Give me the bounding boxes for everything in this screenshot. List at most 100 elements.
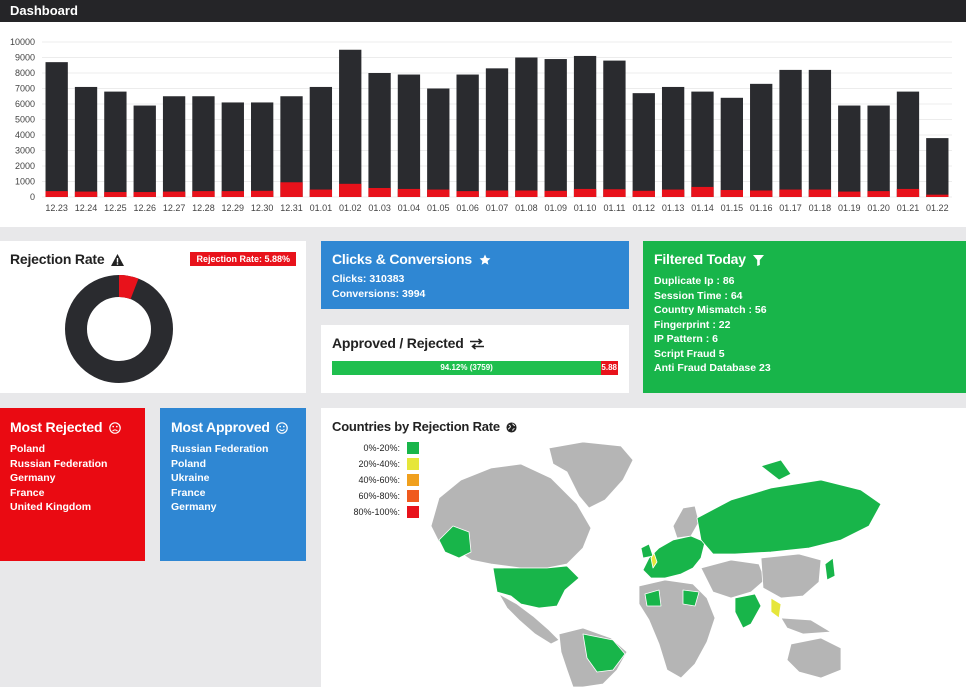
filter-session-time: Session Time : 64 bbox=[654, 289, 743, 302]
bar-total bbox=[309, 86, 333, 197]
bar-rejected bbox=[720, 190, 743, 197]
x-tick-label: 01.11 bbox=[603, 203, 625, 213]
y-tick-label: 2000 bbox=[15, 161, 35, 171]
most-rejected-title: Most Rejected bbox=[10, 419, 103, 435]
approved-rejected-progress: 94.12% (3759) 5.88 bbox=[332, 361, 618, 375]
x-tick-label: 01.06 bbox=[456, 203, 479, 213]
map-indonesia bbox=[780, 617, 832, 635]
bar-rejected bbox=[515, 190, 538, 197]
bar-rejected bbox=[661, 189, 685, 197]
y-tick-label: 7000 bbox=[15, 84, 35, 94]
x-tick-label: 01.14 bbox=[691, 203, 714, 213]
bar-total bbox=[397, 74, 421, 197]
x-tick-label: 01.07 bbox=[486, 203, 509, 213]
map-yellow-country bbox=[650, 552, 658, 569]
x-tick-label: 01.19 bbox=[838, 203, 861, 213]
x-tick-label: 01.18 bbox=[809, 203, 832, 213]
map-scandinavia bbox=[672, 505, 700, 539]
bar-rejected bbox=[573, 188, 597, 197]
bar-rejected bbox=[397, 188, 421, 197]
map-china bbox=[760, 553, 822, 599]
x-tick-label: 01.10 bbox=[574, 203, 597, 213]
bar-total bbox=[603, 60, 626, 197]
rejection-donut bbox=[65, 275, 173, 383]
bar-total bbox=[456, 74, 479, 197]
bar-total bbox=[221, 102, 244, 197]
y-tick-label: 3000 bbox=[15, 146, 35, 156]
bar-rejected bbox=[603, 189, 626, 197]
bar-rejected bbox=[838, 191, 861, 197]
bar-rejected bbox=[309, 189, 333, 197]
map-greenland bbox=[548, 441, 634, 509]
filter-ip-pattern: IP Pattern : 6 bbox=[654, 333, 718, 345]
bar-rejected bbox=[896, 188, 920, 197]
most-rejected-card: Most Rejected Poland Russian Federation … bbox=[0, 408, 145, 561]
most-rejected-item: France bbox=[10, 486, 45, 499]
bar-rejected bbox=[221, 191, 244, 197]
x-tick-label: 12.31 bbox=[280, 203, 303, 213]
bar-total bbox=[808, 69, 832, 197]
map-uk bbox=[640, 543, 654, 559]
x-tick-label: 01.04 bbox=[398, 203, 421, 213]
approved-rejected-card: Approved / Rejected 94.12% (3759) 5.88 bbox=[321, 325, 629, 393]
filtered-today-card: Filtered Today Duplicate Ip : 86 Session… bbox=[643, 241, 966, 393]
y-tick-label: 9000 bbox=[15, 53, 35, 63]
map-australia bbox=[786, 637, 842, 679]
legend-item: 80%-100%: bbox=[345, 505, 419, 518]
bar-rejected bbox=[867, 191, 890, 197]
most-rejected-item: United Kingdom bbox=[10, 501, 92, 513]
top-bar: Dashboard bbox=[0, 0, 966, 22]
x-tick-label: 01.16 bbox=[750, 203, 773, 213]
map-egypt bbox=[682, 589, 700, 607]
most-approved-item: Russian Federation bbox=[171, 443, 269, 455]
most-approved-item: France bbox=[171, 486, 206, 499]
legend-item: 0%-20%: bbox=[345, 441, 419, 454]
most-rejected-item: Germany bbox=[10, 472, 56, 484]
warning-icon bbox=[111, 254, 125, 267]
legend-item: 60%-80%: bbox=[345, 489, 419, 502]
countries-map-card: Countries by Rejection Rate 0%-20%: 20%-… bbox=[321, 408, 966, 687]
bar-total bbox=[427, 88, 450, 197]
bar-total bbox=[45, 62, 68, 198]
bar-rejected bbox=[104, 192, 127, 197]
bar-total bbox=[896, 91, 920, 197]
most-approved-item: Germany bbox=[171, 501, 217, 513]
bar-rejected bbox=[74, 191, 98, 197]
world-map bbox=[430, 441, 882, 687]
y-tick-label: 5000 bbox=[15, 115, 35, 125]
map-se-asia-yellow bbox=[770, 597, 782, 619]
x-tick-label: 12.26 bbox=[133, 203, 156, 213]
bar-rejected bbox=[45, 191, 68, 197]
bar-total bbox=[339, 49, 362, 197]
map-mexico bbox=[498, 593, 560, 645]
rejection-rate-title: Rejection Rate bbox=[10, 251, 105, 267]
bar-total bbox=[515, 57, 538, 197]
filter-icon bbox=[752, 254, 764, 266]
y-tick-label: 4000 bbox=[15, 130, 35, 140]
bar-rejected bbox=[691, 186, 714, 197]
most-rejected-item: Poland bbox=[10, 443, 46, 455]
map-europe bbox=[642, 535, 706, 579]
filter-duplicate-ip: Duplicate Ip : 86 bbox=[654, 275, 735, 287]
clicks-conversions-title: Clicks & Conversions bbox=[332, 251, 472, 267]
clicks-line: Clicks: 310383 bbox=[332, 273, 405, 285]
bar-total bbox=[368, 73, 391, 197]
x-tick-label: 12.24 bbox=[75, 203, 98, 213]
bar-total bbox=[720, 97, 743, 197]
bar-rejected bbox=[280, 182, 303, 197]
page-title: Dashboard bbox=[10, 3, 78, 18]
map-alaska bbox=[438, 525, 472, 559]
most-approved-card: Most Approved Russian Federation Poland … bbox=[160, 408, 306, 561]
bar-rejected bbox=[427, 189, 450, 197]
bar-rejected bbox=[779, 189, 802, 197]
map-arctic-island bbox=[760, 459, 792, 481]
y-tick-label: 1000 bbox=[15, 177, 35, 187]
bar-rejected bbox=[544, 190, 567, 197]
bar-rejected bbox=[368, 188, 391, 197]
most-approved-item: Ukraine bbox=[171, 472, 210, 484]
bar-total bbox=[104, 91, 127, 197]
x-tick-label: 01.01 bbox=[310, 203, 333, 213]
bar-rejected bbox=[133, 192, 156, 197]
filter-country-mismatch: Country Mismatch : 56 bbox=[654, 304, 767, 316]
bar-rejected bbox=[750, 190, 773, 197]
